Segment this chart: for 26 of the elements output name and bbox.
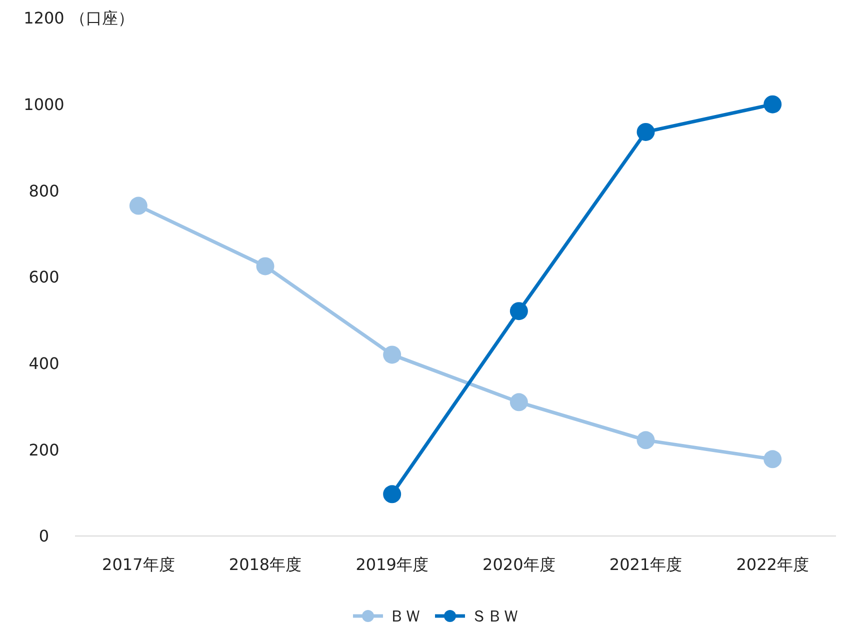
point: [764, 95, 782, 114]
point: [510, 393, 528, 412]
point: [129, 196, 148, 215]
y-tick-label: 600: [28, 268, 60, 287]
point: [636, 122, 655, 141]
y-tick-label: 0: [38, 526, 50, 546]
legend-label: ＳＢＷ: [471, 606, 519, 626]
y-axis-title: （口座）: [70, 8, 134, 28]
x-tick-label: 2017年度: [102, 555, 175, 574]
y-tick-label: 1200: [24, 8, 64, 28]
point: [256, 257, 274, 276]
x-tick-label: 2020年度: [482, 555, 556, 574]
y-tick-label: 800: [28, 181, 60, 200]
point: [510, 302, 528, 320]
y-tick-label: 400: [28, 354, 60, 373]
x-tick-label: 2022年度: [736, 555, 809, 574]
point: [636, 431, 655, 450]
x-tick-label: 2018年度: [228, 555, 302, 574]
point: [764, 450, 782, 468]
y-tick-label: 200: [28, 440, 60, 460]
x-tick-label: 2019年度: [356, 555, 428, 574]
y-tick-label: 1000: [24, 94, 64, 114]
x-tick-label: 2021年度: [609, 555, 682, 574]
point: [383, 485, 402, 504]
point: [383, 346, 402, 364]
legend-label: ＢＷ: [389, 606, 421, 626]
